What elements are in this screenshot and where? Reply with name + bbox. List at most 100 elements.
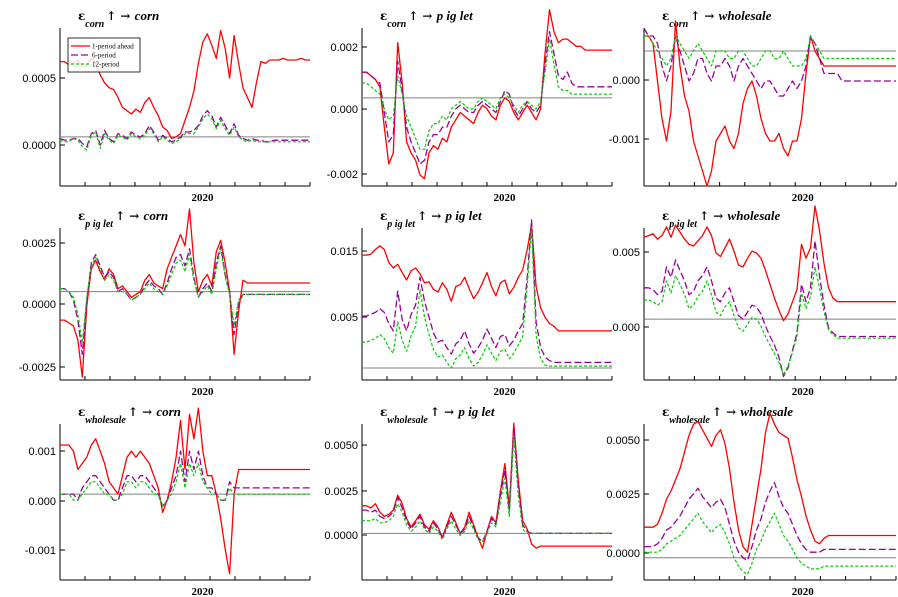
y-tick-label: 0.001 — [28, 446, 56, 458]
x-tick-label: 2020 — [192, 192, 215, 204]
title-arrow: ↑ → — [430, 405, 458, 419]
title-arrow: ↑ → — [417, 209, 445, 223]
title-arrow: ↑ → — [712, 405, 740, 419]
y-tick-label: 0.000 — [330, 104, 358, 116]
y-tick-label: 0.000 — [28, 496, 56, 508]
title-arrow: ↑ → — [128, 405, 156, 419]
x-tick-label: 2020 — [192, 386, 215, 398]
title-response: wholesale — [740, 404, 793, 419]
y-tick-label: -0.001 — [609, 134, 640, 146]
series-line-h6 — [60, 450, 310, 507]
x-tick-label: 2020 — [792, 192, 815, 204]
title-response: p ig let — [436, 8, 473, 23]
series-line-h1 — [362, 223, 612, 332]
title-response: corn — [135, 8, 160, 23]
series-line-h12 — [362, 435, 612, 543]
series-line-h12 — [60, 462, 310, 507]
y-tick-label: 0.0025 — [606, 489, 640, 501]
panel-title: εcorn↑ → corn — [78, 8, 159, 30]
y-tick-label: 0.005 — [612, 247, 640, 259]
y-tick-label: 0.0050 — [606, 435, 640, 447]
panel-title: εcorn↑ → p ig let — [380, 8, 473, 30]
title-shock: corn — [85, 19, 104, 30]
panel-7: 0.001 0.000 -0.001 2020 εwholesale↑ → corn — [25, 404, 311, 597]
legend-label: 6-period — [92, 52, 116, 60]
title-arrow: ↑ → — [408, 9, 436, 23]
title-shock: p ig let — [668, 219, 698, 230]
title-response: p ig let — [457, 404, 494, 419]
series-line-h12 — [644, 266, 896, 376]
y-tick-label: 0.015 — [330, 246, 358, 258]
panel-title: εwholesale↑ → corn — [78, 404, 181, 426]
x-tick-label: 2020 — [792, 386, 815, 398]
panel-title: εp ig let↑ → wholesale — [662, 208, 781, 230]
panel-2: 0.002 0.000 -0.002 2020 εcorn↑ → p ig let — [327, 8, 613, 204]
x-tick-label: 2020 — [494, 586, 517, 597]
panel-title: εp ig let↑ → p ig let — [380, 208, 482, 230]
y-tick-label: -0.001 — [25, 545, 56, 557]
series-line-h1 — [60, 208, 310, 378]
title-arrow: ↑ → — [699, 209, 727, 223]
y-tick-label: -0.0025 — [19, 362, 56, 374]
series-line-h1 — [643, 205, 896, 322]
title-shock: p ig let — [84, 219, 114, 230]
title-epsilon: ε — [662, 209, 669, 223]
series-line-h6 — [643, 28, 896, 97]
legend-box — [67, 37, 141, 73]
x-tick-label: 2020 — [792, 586, 815, 597]
title-response: wholesale — [728, 208, 781, 223]
x-tick-label: 2020 — [192, 586, 215, 597]
series-line-h6 — [644, 240, 896, 378]
panel-title: εcorn↑ → wholesale — [662, 8, 772, 30]
title-epsilon: ε — [380, 209, 387, 223]
title-response: p ig let — [445, 208, 482, 223]
series-line-h6 — [59, 110, 310, 148]
y-tick-label: 0.0050 — [324, 440, 358, 452]
title-shock: p ig let — [386, 219, 416, 230]
title-epsilon: ε — [380, 405, 387, 419]
series-line-h1 — [60, 407, 310, 575]
y-tick-label: -0.002 — [327, 169, 358, 181]
title-epsilon: ε — [78, 209, 85, 223]
title-epsilon: ε — [380, 9, 387, 23]
series-line-h6 — [362, 426, 612, 543]
y-tick-label: 0.0000 — [324, 530, 358, 542]
legend-label: 1-period ahead — [92, 43, 134, 51]
y-tick-label: 0.000 — [612, 322, 640, 334]
series-line-h6 — [362, 31, 612, 165]
series-line-h12 — [362, 38, 612, 150]
title-shock: wholesale — [669, 415, 710, 426]
title-epsilon: ε — [662, 405, 669, 419]
series-line-h12 — [362, 226, 612, 369]
y-tick-label: 0.002 — [330, 42, 358, 54]
y-tick-label: 0.0025 — [22, 238, 56, 250]
panel-6: 0.005 0.000 2020 εp ig let↑ → wholesale — [612, 205, 897, 398]
title-response: wholesale — [719, 8, 772, 23]
title-epsilon: ε — [78, 405, 85, 419]
x-tick-label: 2020 — [494, 192, 517, 204]
series-line-h1 — [644, 20, 896, 187]
title-epsilon: ε — [78, 9, 85, 23]
panel-8: 0.0050 0.0025 0.0000 2020 εwholesale↑ → p ig… — [324, 404, 613, 597]
title-response: corn — [144, 208, 169, 223]
series-line-h12 — [644, 35, 896, 67]
title-response: corn — [156, 404, 181, 419]
series-line-h12 — [644, 512, 896, 576]
series-line-h12 — [60, 248, 310, 344]
y-tick-label: 0.005 — [330, 312, 358, 324]
title-arrow: ↑ → — [690, 9, 718, 23]
panel-title: εwholesale↑ → p ig let — [380, 404, 495, 426]
title-epsilon: ε — [662, 9, 669, 23]
y-tick-label: 0.0000 — [22, 299, 56, 311]
title-shock: corn — [387, 19, 406, 30]
y-tick-label: 0.0025 — [324, 486, 358, 498]
panel-title: εwholesale↑ → wholesale — [662, 404, 793, 426]
series-line-h1 — [644, 412, 896, 553]
legend-label: 12-period — [92, 61, 120, 69]
series-line-h6 — [644, 482, 896, 562]
y-tick-label: 0.0005 — [22, 73, 56, 85]
title-shock: wholesale — [85, 415, 126, 426]
title-shock: corn — [669, 19, 688, 30]
